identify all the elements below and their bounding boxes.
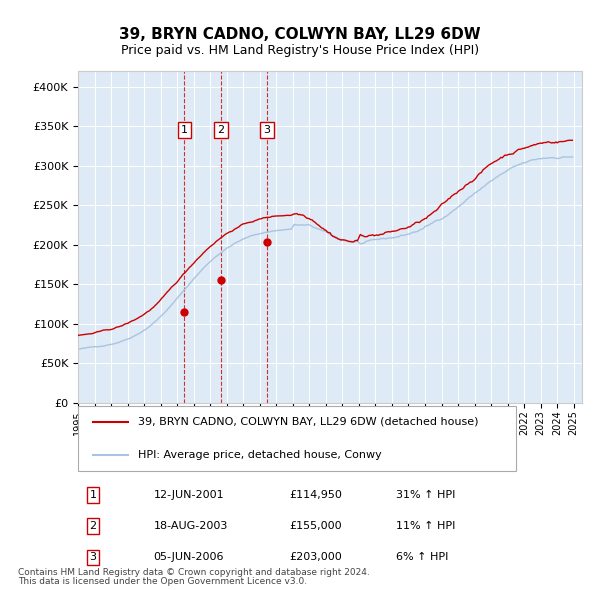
Text: 31% ↑ HPI: 31% ↑ HPI [395,490,455,500]
FancyBboxPatch shape [78,405,517,471]
Text: This data is licensed under the Open Government Licence v3.0.: This data is licensed under the Open Gov… [18,577,307,586]
Text: 1: 1 [89,490,97,500]
Text: 3: 3 [263,125,271,135]
Text: 12-JUN-2001: 12-JUN-2001 [154,490,224,500]
Text: 05-JUN-2006: 05-JUN-2006 [154,552,224,562]
Text: 18-AUG-2003: 18-AUG-2003 [154,521,228,531]
Text: 2: 2 [217,125,224,135]
Text: 39, BRYN CADNO, COLWYN BAY, LL29 6DW: 39, BRYN CADNO, COLWYN BAY, LL29 6DW [119,27,481,41]
Text: 6% ↑ HPI: 6% ↑ HPI [395,552,448,562]
Text: 1: 1 [181,125,188,135]
Text: 11% ↑ HPI: 11% ↑ HPI [395,521,455,531]
Text: £203,000: £203,000 [290,552,343,562]
Text: Price paid vs. HM Land Registry's House Price Index (HPI): Price paid vs. HM Land Registry's House … [121,44,479,57]
Text: 2: 2 [89,521,97,531]
Text: HPI: Average price, detached house, Conwy: HPI: Average price, detached house, Conw… [139,450,382,460]
Text: 3: 3 [89,552,97,562]
Text: £114,950: £114,950 [290,490,343,500]
Text: £155,000: £155,000 [290,521,343,531]
Text: 39, BRYN CADNO, COLWYN BAY, LL29 6DW (detached house): 39, BRYN CADNO, COLWYN BAY, LL29 6DW (de… [139,417,479,427]
Text: Contains HM Land Registry data © Crown copyright and database right 2024.: Contains HM Land Registry data © Crown c… [18,568,370,577]
